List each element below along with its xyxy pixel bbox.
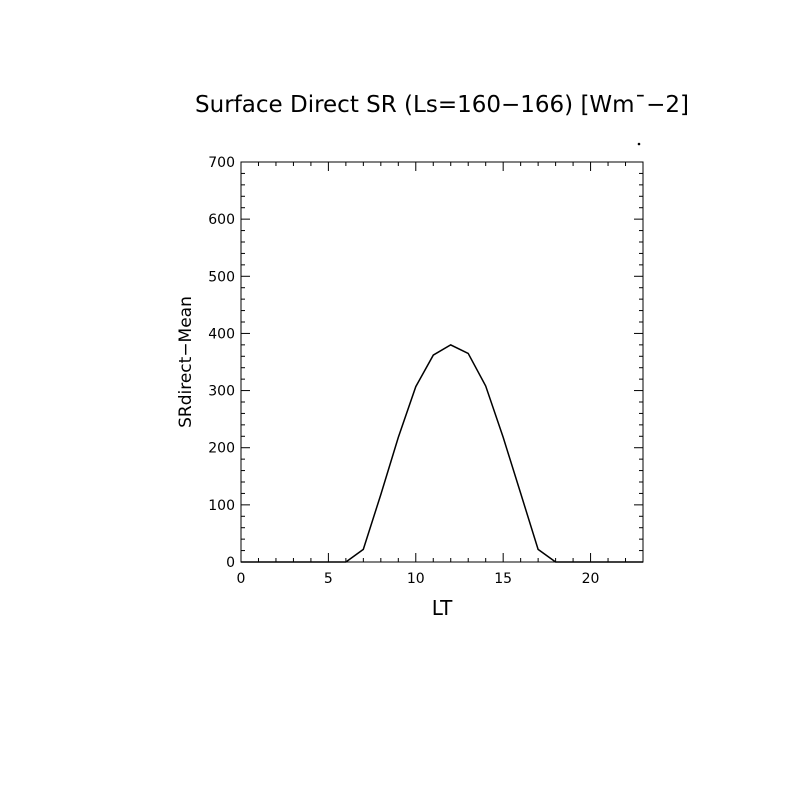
y-axis-tick-labels: 0 100 200 300 400 500 600 700: [208, 155, 235, 571]
y-tick-label: 0: [226, 555, 235, 571]
x-tick-label: 20: [582, 571, 600, 587]
x-tick-label: 10: [407, 571, 425, 587]
y-tick-label: 700: [208, 155, 235, 171]
series-group: [241, 344, 643, 563]
x-tick-label: 15: [494, 571, 512, 587]
y-tick-label: 100: [208, 498, 235, 514]
y-tick-label: 300: [208, 384, 235, 400]
series-line: [241, 344, 643, 563]
x-axis-label: LT: [432, 596, 453, 620]
axis-ticks: [240, 161, 644, 563]
y-tick-label: 200: [208, 441, 235, 457]
x-axis-tick-labels: 0 5 10 15 20: [237, 571, 600, 587]
corner-dot: [637, 142, 641, 146]
y-axis-label: SRdirect−Mean: [176, 296, 196, 428]
y-tick-label: 400: [208, 326, 235, 342]
y-tick-label: 600: [208, 212, 235, 228]
x-tick-label: 0: [237, 571, 246, 587]
plot-area-frame: [240, 161, 644, 563]
y-tick-label: 500: [208, 269, 235, 285]
chart-title: Surface Direct SR (Ls=160−166) [Wm¯−2]: [195, 92, 689, 118]
x-tick-label: 5: [324, 571, 333, 587]
